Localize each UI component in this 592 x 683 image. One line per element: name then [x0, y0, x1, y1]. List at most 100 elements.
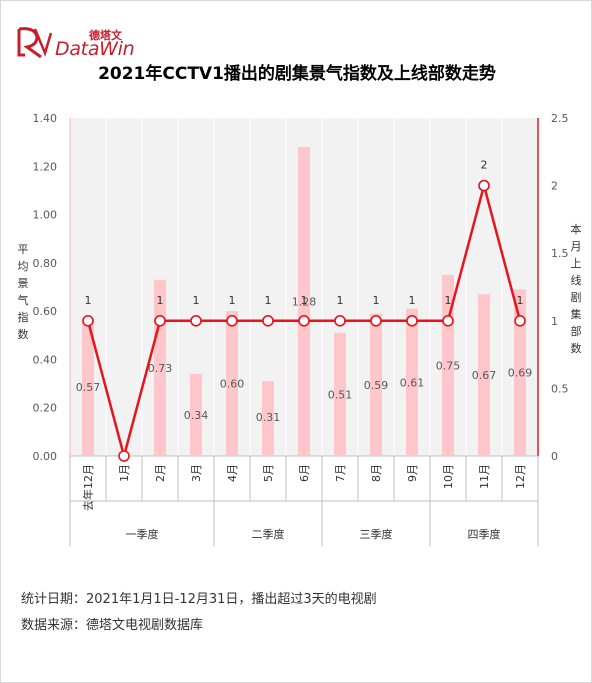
category-label: 7月: [334, 464, 347, 482]
line-data-label: 1: [337, 294, 344, 307]
category-label: 12月: [514, 464, 527, 489]
line-point: [154, 314, 166, 327]
line-data-label: 1: [373, 294, 380, 307]
left-axis-title-char: 指: [18, 310, 29, 324]
right-axis-title-char: 数: [571, 342, 582, 355]
bar-data-label: 0.57: [76, 381, 101, 394]
category-label: 5月: [262, 464, 275, 482]
right-tick-label: 1.5: [551, 247, 569, 260]
line-point: [478, 179, 490, 192]
line-data-label: 1: [409, 294, 416, 307]
left-tick-label: 1.00: [33, 209, 58, 222]
bar-data-label: 0.59: [364, 379, 389, 392]
combo-chart: 0.000.200.400.600.801.001.201.4000.511.5…: [18, 112, 582, 546]
category-label: 11月: [478, 464, 491, 489]
right-axis-title-char: 月: [571, 240, 582, 253]
datawin-logo-icon: [17, 27, 53, 59]
bar-data-label: 0.69: [508, 367, 533, 380]
line-data-label: 1: [157, 294, 164, 307]
line-point: [334, 314, 346, 327]
left-axis-title-char: 景: [18, 277, 29, 290]
category-label: 8月: [370, 464, 383, 482]
line-point: [82, 314, 94, 327]
right-tick-label: 0: [551, 450, 558, 463]
bar-data-label: 1.28: [292, 295, 317, 308]
category-label: 6月: [298, 464, 311, 482]
left-tick-label: 0.60: [33, 305, 58, 318]
brand-name-cn: 德塔文: [89, 29, 122, 42]
category-label: 3月: [190, 464, 203, 482]
left-tick-label: 1.40: [33, 112, 58, 125]
right-tick-label: 2.5: [551, 112, 569, 125]
bar-data-label: 0.67: [472, 369, 497, 382]
category-label: 去年12月: [81, 464, 95, 511]
line-data-label: 1: [193, 294, 200, 307]
quarter-label: 四季度: [468, 527, 501, 541]
right-axis-title-char: 集: [571, 307, 582, 321]
bar: [406, 308, 418, 456]
left-axis-title-char: 平: [18, 243, 29, 256]
left-axis-title-char: 气: [18, 293, 29, 307]
left-axis-title-char: 均: [18, 260, 29, 273]
right-axis-title-char: 本: [571, 222, 582, 236]
line-data-label: 1: [445, 294, 452, 307]
left-axis-title-char: 数: [18, 328, 29, 341]
line-data-label: 1: [85, 294, 92, 307]
line-point: [442, 314, 454, 327]
quarter-label: 二季度: [252, 527, 285, 541]
bar: [226, 311, 238, 456]
left-tick-label: 0.40: [33, 353, 58, 366]
left-tick-label: 0.80: [33, 257, 58, 270]
line-point: [298, 314, 310, 327]
right-tick-label: 2: [551, 180, 558, 193]
line-point: [262, 314, 274, 327]
right-axis-title-char: 线: [571, 273, 582, 287]
category-label: 9月: [406, 464, 419, 482]
quarter-label: 三季度: [360, 527, 393, 541]
right-axis-title-char: 部: [571, 324, 582, 338]
line-point: [118, 450, 130, 462]
right-tick-label: 0.5: [551, 382, 569, 395]
bar: [298, 146, 310, 456]
line-data-label: 1: [301, 294, 308, 307]
line-point: [370, 314, 382, 327]
bar: [514, 289, 526, 456]
left-tick-label: 0.20: [33, 402, 58, 415]
bar-data-label: 0.75: [436, 359, 461, 372]
line-data-label: 1: [229, 294, 236, 307]
bar-data-label: 0.34: [184, 409, 209, 422]
footer-data-source: 数据来源：德塔文电视剧数据库: [21, 618, 204, 633]
bar: [262, 381, 274, 456]
category-label: 1月: [118, 464, 131, 482]
category-label: 2月: [154, 464, 167, 482]
line-point: [514, 314, 526, 327]
category-label: 4月: [226, 464, 239, 482]
line-point: [226, 314, 238, 327]
brand-name-en: DataWin: [55, 38, 135, 60]
bar-data-label: 0.60: [220, 378, 245, 391]
quarter-label: 一季度: [126, 527, 159, 541]
right-axis-title-char: 剧: [571, 291, 582, 304]
category-label: 10月: [442, 464, 455, 489]
line-point: [190, 314, 202, 327]
bar: [334, 332, 346, 456]
left-tick-label: 0.00: [33, 450, 58, 463]
bar-data-label: 0.73: [148, 362, 173, 375]
bar: [82, 318, 94, 456]
bar-data-label: 0.31: [256, 411, 281, 424]
chart-title: 2021年CCTV1播出的剧集景气指数及上线部数走势: [98, 64, 496, 84]
left-tick-label: 1.20: [33, 160, 58, 173]
footer-stat-date: 统计日期：2021年1月1日-12月31日，播出超过3天的电视剧: [21, 592, 377, 607]
right-tick-label: 1: [551, 315, 558, 328]
bar: [190, 373, 202, 456]
brand-logo: 德塔文 DataWin: [15, 23, 165, 63]
bar-data-label: 0.61: [400, 376, 425, 389]
line-data-label: 1: [517, 294, 524, 307]
line-data-label: 2: [481, 159, 488, 172]
bar: [478, 294, 490, 456]
bar-data-label: 0.51: [328, 388, 353, 401]
line-point: [406, 314, 418, 327]
line-data-label: 1: [265, 294, 272, 307]
right-axis-title-char: 上: [571, 257, 582, 270]
